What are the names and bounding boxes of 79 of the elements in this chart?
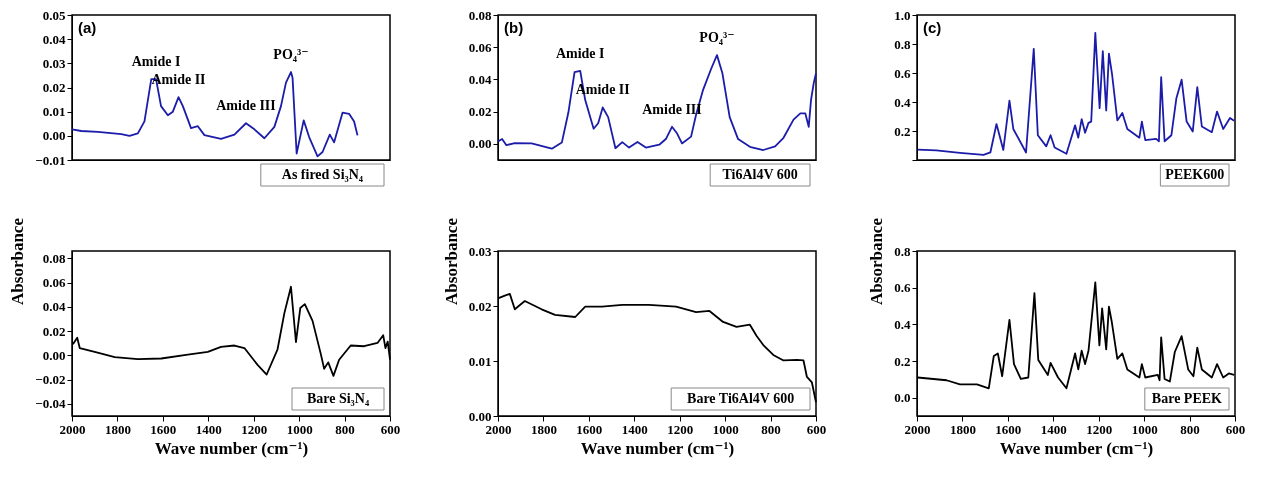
- annotation: (a): [78, 19, 97, 36]
- x-axis-title: Wave number (cm⁻¹): [580, 438, 735, 458]
- y-tick-label: 0.4: [894, 316, 911, 332]
- y-tick-label: 0.05: [42, 7, 66, 23]
- annotation: PO₄³⁻: [273, 47, 309, 63]
- y-axis-title: Absorbance: [8, 217, 28, 305]
- x-tick-label: 1400: [195, 421, 222, 437]
- annotation: (c): [923, 19, 942, 36]
- annotation: Amide I: [555, 45, 605, 61]
- annotation: Amide II: [151, 72, 206, 88]
- y-tick-label: 0.06: [468, 39, 492, 55]
- y-tick-label: 0.01: [468, 353, 492, 369]
- y-tick-label: 0.2: [894, 123, 911, 139]
- x-tick-label: 2000: [904, 421, 931, 437]
- annotation: Amide III: [216, 98, 276, 114]
- y-tick-label: 0.02: [468, 104, 492, 120]
- x-tick-label: 1600: [576, 421, 603, 437]
- annotation: PO₄³⁻: [699, 30, 735, 46]
- y-tick-label: 0.00: [468, 136, 492, 152]
- x-tick-label: 800: [761, 421, 781, 437]
- y-axis-title: Absorbance: [867, 217, 887, 305]
- series-label: Bare Ti6Al4V 600: [687, 391, 795, 406]
- y-tick-label: 0.2: [894, 353, 911, 369]
- annotation: Amide I: [131, 54, 181, 70]
- x-tick-label: 1200: [667, 421, 694, 437]
- y-tick-label: 0.6: [894, 280, 911, 296]
- y-tick-label: −0.04: [35, 396, 66, 412]
- y-tick-label: 0.6: [894, 65, 911, 81]
- y-tick-label: 0.8: [894, 36, 911, 52]
- x-tick-label: 600: [1225, 421, 1246, 437]
- y-tick-label: 0.03: [468, 243, 492, 259]
- x-tick-label: 1800: [104, 421, 131, 437]
- line-series: [71, 71, 359, 158]
- y-tick-label: 0.03: [42, 55, 66, 71]
- x-tick-label: 1000: [1131, 421, 1158, 437]
- x-tick-label: 1000: [712, 421, 739, 437]
- y-tick-label: 0.02: [468, 298, 492, 314]
- x-tick-label: 600: [380, 421, 401, 437]
- y-tick-label: 0.02: [42, 323, 66, 339]
- series-label: Bare Si₃N₄: [306, 391, 370, 406]
- y-tick-label: 0.02: [42, 80, 66, 95]
- y-tick-label: 0.01: [42, 104, 66, 120]
- x-tick-label: 1400: [1040, 421, 1067, 437]
- x-tick-label: 1800: [530, 421, 557, 437]
- x-tick-label: 800: [335, 421, 355, 437]
- x-axis-title: Wave number (cm⁻¹): [999, 438, 1154, 458]
- x-axis-title: Wave number (cm⁻¹): [154, 438, 309, 458]
- y-tick-label: 0.4: [894, 94, 911, 110]
- y-tick-label: −0.02: [35, 372, 66, 388]
- series-label: Ti6Al4V 600: [722, 167, 798, 182]
- series-label: Bare PEEK: [1151, 391, 1223, 406]
- series-label: As fired Si₃N₄: [281, 167, 364, 182]
- x-tick-label: 1600: [995, 421, 1022, 437]
- y-tick-label: 0.00: [42, 128, 66, 144]
- annotation: (b): [504, 19, 524, 36]
- y-tick-label: 0.04: [42, 299, 66, 315]
- y-tick-label: 0.08: [468, 7, 492, 23]
- x-tick-label: 1800: [949, 421, 976, 437]
- x-tick-label: 1000: [286, 421, 313, 437]
- x-tick-label: 1200: [1086, 421, 1113, 437]
- x-tick-label: 2000: [59, 421, 86, 437]
- y-tick-label: 0.06: [42, 275, 66, 291]
- x-tick-label: 600: [806, 421, 827, 437]
- x-tick-label: 1400: [621, 421, 648, 437]
- x-tick-label: 2000: [485, 421, 512, 437]
- y-tick-label: 0.00: [42, 347, 66, 363]
- y-tick-label: 0.04: [468, 71, 492, 87]
- y-tick-label: 0.04: [42, 31, 66, 47]
- y-tick-label: 1.0: [894, 7, 911, 23]
- y-tick-label: 0.8: [894, 243, 911, 259]
- x-tick-label: 1200: [241, 421, 268, 437]
- x-tick-label: 1600: [150, 421, 177, 437]
- x-tick-label: 800: [1180, 421, 1200, 437]
- y-tick-label: 0.0: [894, 390, 911, 406]
- y-axis-title: Absorbance: [441, 217, 461, 305]
- series-label: PEEK600: [1165, 167, 1225, 182]
- y-tick-label: 0.00: [468, 408, 492, 424]
- y-tick-label: −0.01: [35, 152, 66, 168]
- y-tick-label: 0.08: [42, 250, 66, 266]
